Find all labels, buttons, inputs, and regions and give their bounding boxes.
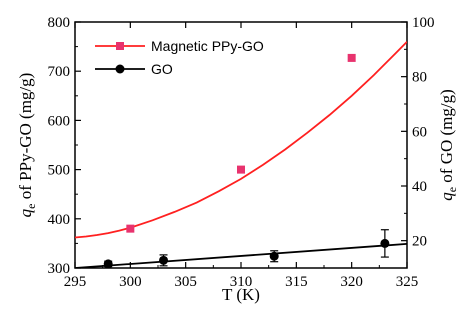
plot-area: 295 300 305 310 315 320 3253004005006007008002… (16, 15, 459, 304)
data-point-square (347, 53, 356, 62)
y-left-tick-label: 600 (48, 113, 71, 129)
legend-marker-circle (115, 64, 125, 74)
x-tick-label: 295 (64, 274, 87, 290)
y-right-tick-label: 80 (412, 70, 427, 86)
data-point-circle (159, 255, 169, 265)
fit-line-2 (75, 243, 407, 268)
y-left-tick-label: 500 (48, 163, 71, 179)
y-left-axis-title: qe of PPy-GO (mg/g) (16, 73, 38, 218)
data-point-square (237, 165, 245, 174)
y-left-tick-label: 800 (48, 15, 71, 31)
x-tick-label: 305 (174, 274, 197, 290)
x-tick-label: 315 (285, 274, 308, 290)
data-point-square (126, 224, 135, 233)
data-point-circle (380, 238, 390, 248)
legend-label: GO (151, 61, 173, 77)
y-right-tick-label: 20 (412, 234, 427, 250)
y-right-tick-label: 60 (412, 124, 427, 140)
y-left-tick-label: 300 (48, 261, 71, 277)
x-tick-label: 320 (340, 274, 363, 290)
y-right-tick-label: 100 (412, 15, 435, 31)
data-point-circle (269, 251, 279, 261)
x-tick-label: 325 (396, 274, 419, 290)
data-point-circle (103, 259, 113, 269)
x-tick-label: 310 (230, 274, 253, 290)
y-right-tick-label: 40 (412, 179, 427, 195)
legend-marker-square (116, 42, 124, 50)
y-left-tick-label: 700 (48, 64, 71, 80)
x-axis-title: T (K) (222, 285, 260, 304)
fit-line-1 (75, 41, 407, 239)
x-tick-label: 300 (119, 274, 142, 290)
plot-frame (74, 21, 408, 269)
y-left-tick-label: 400 (48, 212, 71, 228)
legend-label: Magnetic PPy-GO (151, 38, 264, 54)
y-right-axis-title: qe of GO (mg/g) (437, 89, 459, 201)
